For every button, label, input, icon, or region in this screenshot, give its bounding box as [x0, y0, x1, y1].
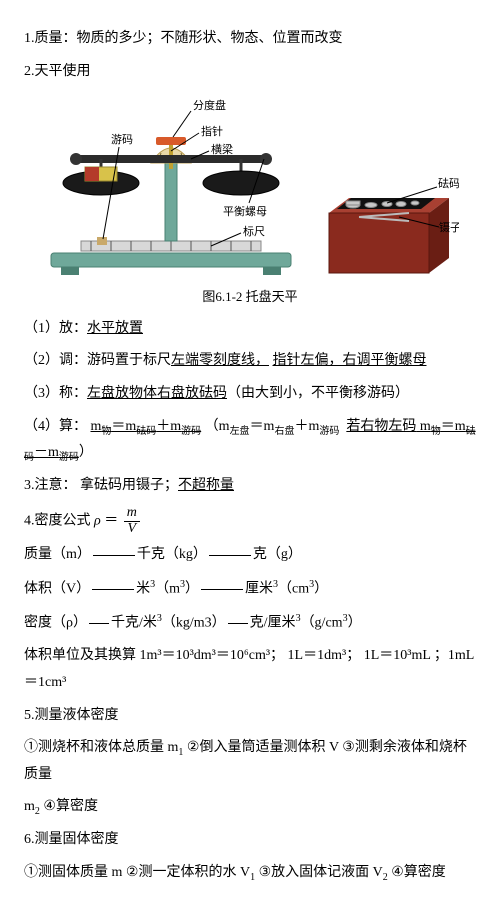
step-calc: （4）算： m物＝m砝码＋m游码 （m左盘＝m右盘＋m游码 若右物左码 m物＝m… [24, 414, 476, 468]
label-fm: 砝码 [438, 176, 459, 190]
para-mass-def: 1.质量：物质的多少；不随形状、物态、位置而改变 [24, 26, 476, 53]
para-solid-density: 6.测量固体密度 [24, 827, 476, 854]
fraction-m-over-v: m V [124, 506, 140, 536]
units-density: 密度（ρ）千克/米3（kg/m3）克/厘米3（g/cm3） [24, 609, 476, 637]
para-density-formula: 4.密度公式 ρ ＝ m V [24, 506, 476, 536]
label-nz: 镊子 [439, 221, 459, 234]
balance-scale-diagram: 分度盘 指针 游码 横梁 平衡螺母 标尺 [41, 93, 301, 283]
units-volume: 体积（V）米3（m3）厘米3（cm3） [24, 575, 476, 603]
figure-caption: 图6.1-2 托盘天平 [24, 285, 476, 310]
para-liquid-density: 5.测量液体密度 [24, 703, 476, 730]
label-ym: 游码 [111, 133, 133, 146]
para-balance-use: 2.天平使用 [24, 59, 476, 86]
para-conversions: 体积单位及其换算 1m³＝10³dm³＝10⁶cm³； 1L＝1dm³； 1L＝… [24, 643, 476, 696]
step-put: （1）放：水平放置 [24, 316, 476, 343]
step-weigh: （3）称：左盘放物体右盘放砝码（由大到小，不平衡移游码） [24, 381, 476, 408]
figure-row: 分度盘 指针 游码 横梁 平衡螺母 标尺 砝码 镊子 [24, 93, 476, 283]
label-bc: 标尺 [243, 224, 265, 238]
weight-box-diagram: 砝码 镊子 [319, 173, 459, 283]
label-phlm: 平衡螺母 [223, 205, 267, 218]
para-liquid-steps-1: ①测烧杯和液体总质量 m1 ②倒入量筒适量测体积 V ③测剩余液体和烧杯质量 [24, 735, 476, 788]
para-liquid-steps-2: m2 ④算密度 [24, 794, 476, 821]
label-hl: 横梁 [211, 142, 233, 156]
units-mass: 质量（m）千克（kg）克（g） [24, 542, 476, 569]
para-note: 3.注意： 拿砝码用镊子；不超称量 [24, 473, 476, 500]
step-adjust: （2）调：游码置于标尺左端零刻度线， 指针左偏，右调平衡螺母 [24, 348, 476, 375]
label-fdp: 分度盘 [193, 98, 226, 112]
label-zz: 指针 [201, 124, 223, 138]
para-solid-steps: ①测固体质量 m ②测一定体积的水 V1 ③放入固体记液面 V2 ④算密度 [24, 860, 476, 887]
